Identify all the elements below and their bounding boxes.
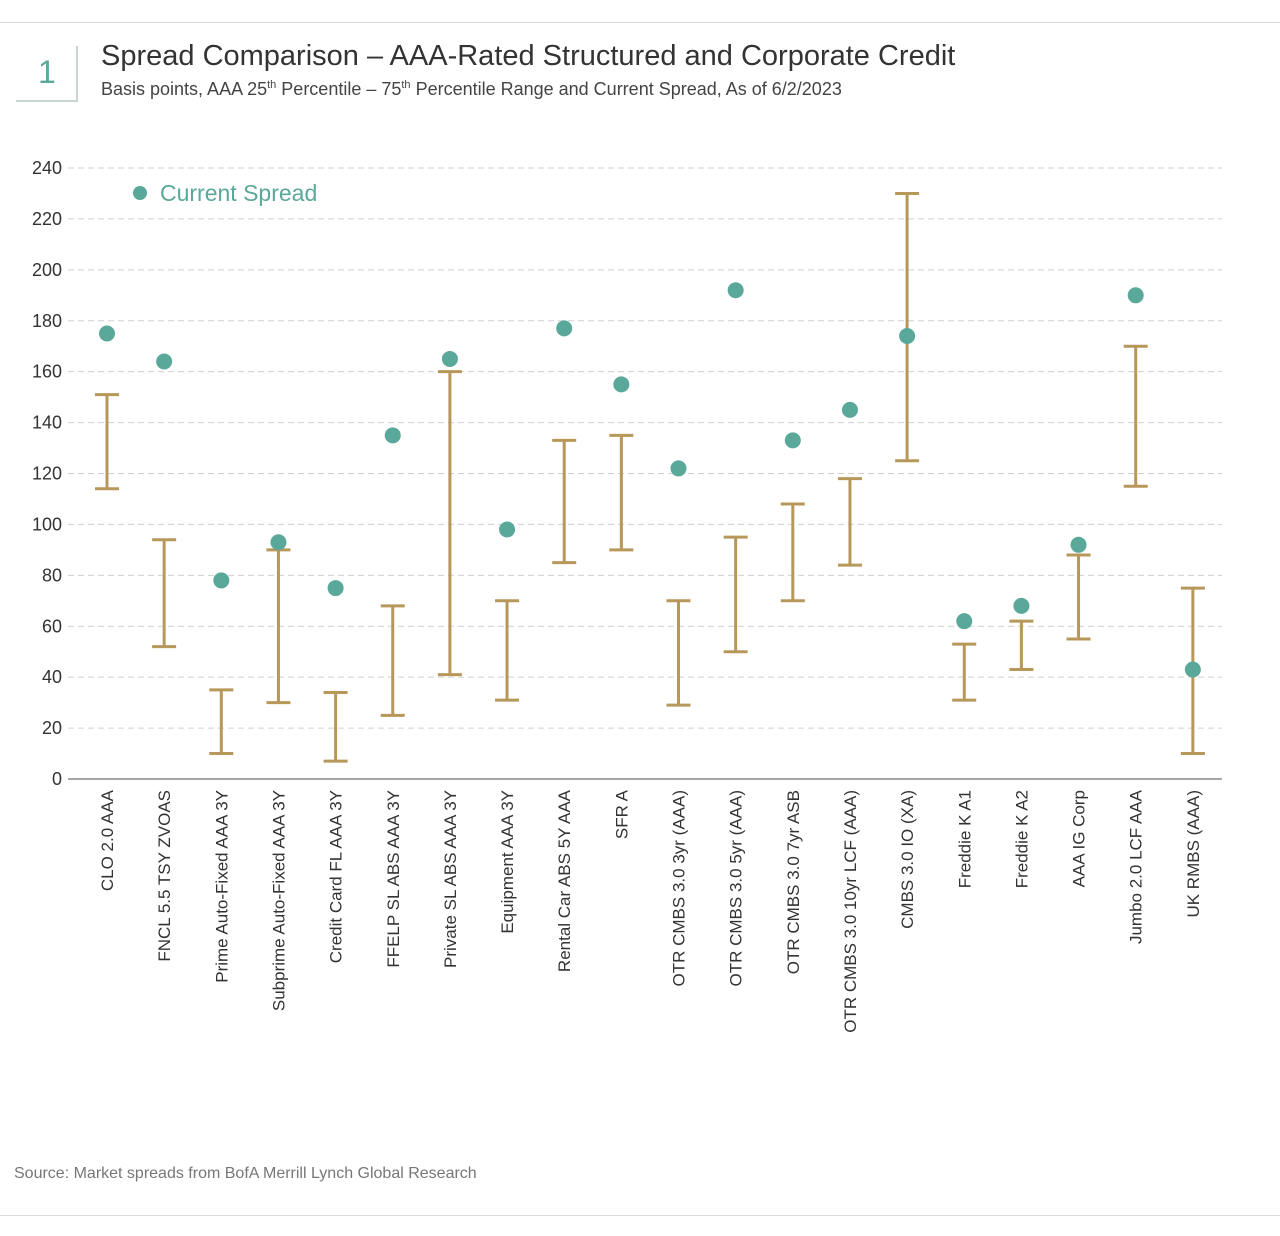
current-spread-dot (613, 376, 630, 393)
current-spread-dot (727, 282, 744, 299)
y-tick-label: 60 (42, 616, 62, 636)
x-tick-label: SFR A (612, 789, 631, 839)
current-spread-dot (270, 534, 287, 551)
y-tick-label: 160 (32, 362, 62, 382)
x-tick-label: Prime Auto-Fixed AAA 3Y (212, 790, 231, 983)
x-tick-label: CMBS 3.0 IO (XA) (898, 790, 917, 929)
legend-dot (133, 186, 147, 200)
current-spread-dot (1070, 536, 1087, 553)
chart-title: Spread Comparison – AAA-Rated Structured… (101, 40, 956, 72)
current-spread-dot (499, 521, 516, 538)
current-spread-dot (156, 353, 173, 370)
x-tick-label: Freddie K A1 (955, 790, 974, 888)
y-tick-label: 180 (32, 311, 62, 331)
current-spread-dot (670, 460, 687, 477)
x-tick-label: UK RMBS (AAA) (1184, 790, 1203, 918)
bottom-divider (0, 1215, 1280, 1216)
x-tick-label: Freddie K A2 (1012, 790, 1031, 888)
x-tick-label: CLO 2.0 AAA (98, 789, 117, 891)
current-spread-dot (327, 580, 344, 597)
x-tick-label: Rental Car ABS 5Y AAA (555, 789, 574, 972)
current-spread-dot (956, 613, 973, 630)
chart-subtitle: Basis points, AAA 25th Percentile – 75th… (101, 79, 842, 99)
top-divider (0, 22, 1280, 23)
figure-number: 1 (38, 54, 56, 90)
y-tick-label: 200 (32, 260, 62, 280)
x-tick-label: Credit Card FL AAA 3Y (327, 790, 346, 963)
current-spread-dot (384, 427, 401, 444)
y-tick-label: 40 (42, 667, 62, 687)
y-tick-label: 100 (32, 514, 62, 534)
y-tick-label: 0 (52, 769, 62, 789)
x-tick-label: Jumbo 2.0 LCF AAA (1127, 789, 1146, 944)
figure-number-badge: 1 (16, 46, 78, 102)
y-tick-label: 80 (42, 565, 62, 585)
x-tick-label: Subprime Auto-Fixed AAA 3Y (269, 790, 288, 1011)
legend-label: Current Spread (160, 180, 317, 206)
y-tick-label: 140 (32, 413, 62, 433)
current-spread-dot (213, 572, 230, 589)
current-spread-dot (1127, 287, 1144, 304)
current-spread-dot (784, 432, 801, 449)
x-tick-label: OTR CMBS 3.0 5yr (AAA) (727, 790, 746, 986)
x-tick-label: FNCL 5.5 TSY ZVOAS (155, 790, 174, 962)
x-tick-label: Private SL ABS AAA 3Y (441, 790, 460, 968)
y-tick-label: 20 (42, 718, 62, 738)
y-tick-label: 240 (32, 158, 62, 178)
x-tick-label: FFELP SL ABS AAA 3Y (384, 790, 403, 968)
current-spread-dot (1013, 597, 1030, 614)
y-tick-label: 220 (32, 209, 62, 229)
y-tick-label: 120 (32, 464, 62, 484)
current-spread-dot (1184, 661, 1201, 678)
x-tick-label: Equipment AAA 3Y (498, 790, 517, 934)
x-tick-label: OTR CMBS 3.0 10yr LCF (AAA) (841, 790, 860, 1033)
current-spread-dot (841, 401, 858, 418)
x-tick-label: AAA IG Corp (1070, 790, 1089, 887)
current-spread-dot (556, 320, 573, 337)
x-tick-label: OTR CMBS 3.0 7yr ASB (784, 790, 803, 974)
current-spread-dot (99, 325, 115, 342)
x-tick-label: OTR CMBS 3.0 3yr (AAA) (670, 790, 689, 986)
current-spread-dot (899, 328, 916, 345)
source-note: Source: Market spreads from BofA Merrill… (14, 1165, 477, 1182)
current-spread-dot (441, 350, 458, 367)
